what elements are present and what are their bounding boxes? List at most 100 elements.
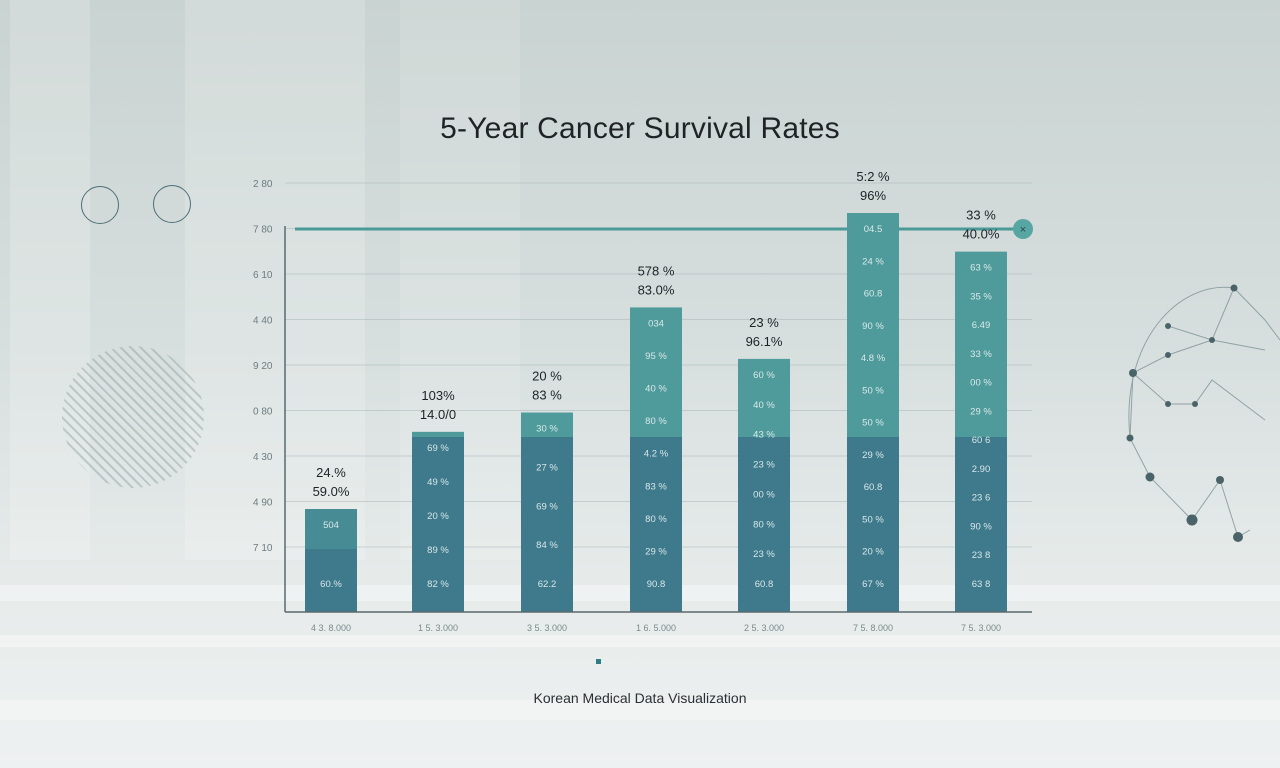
bar-upper-segment: [738, 358, 790, 437]
bar-segment-label: 4.8 %: [861, 353, 886, 364]
y-tick-label: 0 80: [253, 407, 273, 418]
bar-top-label: 83 %: [532, 388, 562, 403]
bar-segment-label: 60.%: [320, 579, 342, 590]
bar-lower-segment: [412, 437, 464, 612]
close-icon: ×: [1020, 224, 1026, 236]
bar-lower-segment: [847, 437, 899, 612]
bar-segment-label: 00 %: [970, 378, 992, 389]
bar-segment-label: 23 8: [972, 550, 991, 561]
bar-segment-label: 23 6: [972, 493, 991, 504]
legend: [592, 659, 605, 664]
bar-segment-label: 63 %: [970, 263, 992, 274]
bar-upper-segment: [955, 251, 1007, 437]
bar-top-label: 20 %: [532, 369, 562, 384]
bar-segment-label: 034: [648, 318, 664, 329]
x-tick-label: 2 5. 3.000: [744, 623, 784, 633]
bar-top-label: 5:2 %: [856, 169, 890, 184]
x-tick-label: 7 5. 3.000: [961, 623, 1001, 633]
bar-top-tint: [305, 509, 357, 550]
bar-labels: 24.% 59.0% 504 60.% 103% 14.0/0 69 % 49 % 20 % 89…: [313, 169, 1000, 590]
bar-top-label: 40.0%: [963, 227, 1000, 242]
bar-segment-label: 69 %: [536, 501, 558, 512]
bar-top-label: 59.0%: [313, 484, 350, 499]
y-tick-label: 4 40: [253, 316, 273, 327]
bar-top-label: 96.1%: [746, 334, 783, 349]
bar-segment-label: 49 %: [427, 477, 449, 488]
chart-axes: [284, 226, 1032, 613]
bar-segment-label: 33 %: [970, 349, 992, 360]
bar-segment-label: 04.5: [864, 224, 883, 235]
bar-segment-label: 20 %: [862, 547, 884, 558]
bar-segment-label: 83 %: [645, 481, 667, 492]
bar-top-label: 14.0/0: [420, 407, 456, 422]
bar-segment-label: 69 %: [427, 443, 449, 454]
bar-top-label: 24.%: [316, 465, 346, 480]
bar-top-label: 33 %: [966, 208, 996, 223]
bar-top-label: 23 %: [749, 315, 779, 330]
bar-segment-label: 23 %: [753, 460, 775, 471]
bar-segment-label: 504: [323, 520, 339, 531]
bar-segment-label: 40 %: [645, 384, 667, 395]
y-tick-label: 4 90: [253, 498, 273, 509]
bar-top-label: 578 %: [638, 263, 675, 278]
bar-top-label: 83.0%: [638, 282, 675, 297]
decorative-circle-icon: [153, 185, 191, 223]
y-tick-label: 2 80: [253, 179, 273, 190]
bar-segment-label: 43 %: [753, 430, 775, 441]
reference-line-end-marker: [1013, 219, 1033, 239]
bar-segment-label: 00 %: [753, 489, 775, 500]
x-tick-label: 1 5. 3.000: [418, 623, 458, 633]
bar-segment-label: 60.8: [864, 289, 883, 300]
bar-segment-label: 90 %: [862, 321, 884, 332]
y-tick-label: 6 10: [253, 270, 273, 281]
bar-segment-label: 89 %: [427, 545, 449, 556]
bar-segment-label: 90 %: [970, 521, 992, 532]
bar-segment-label: 50 %: [862, 514, 884, 525]
bar-segment-label: 27 %: [536, 462, 558, 473]
bar-segment-label: 80 %: [645, 514, 667, 525]
bar-upper-segment: [521, 412, 573, 437]
bar-segment-label: 84 %: [536, 540, 558, 551]
bar-segment-label: 29 %: [862, 450, 884, 461]
bar-segment-label: 90.8: [647, 579, 666, 590]
bar-segment-label: 63 8: [972, 579, 991, 590]
bar-top-label: 96%: [860, 188, 886, 203]
chart-title: 5-Year Cancer Survival Rates: [440, 112, 840, 145]
y-tick-label: 9 20: [253, 361, 273, 372]
bar-segment-label: 67 %: [862, 579, 884, 590]
x-tick-label: 3 5. 3.000: [527, 623, 567, 633]
bar-segment-label: 2.90: [972, 464, 991, 475]
bar-lower-segment: [738, 437, 790, 612]
bar-segment-label: 95 %: [645, 351, 667, 362]
bar-segment-label: 29 %: [645, 546, 667, 557]
chart-subtitle: Korean Medical Data Visualization: [533, 690, 747, 706]
bar-segment-label: 20 %: [427, 511, 449, 522]
y-axis-tick-labels: 2 80 7 80 6 10 4 40 9 20 0 80 4 30 4 90 7 10: [253, 179, 273, 554]
bar-segment-label: 4.2 %: [644, 449, 669, 460]
bar-segment-label: 50 %: [862, 385, 884, 396]
bar-segment-label: 60 %: [753, 370, 775, 381]
bar-segment-label: 60.8: [755, 579, 774, 590]
bar-segment-label: 62.2: [538, 579, 557, 590]
y-tick-label: 7 10: [253, 543, 273, 554]
y-tick-label: 7 80: [253, 225, 273, 236]
x-tick-label: 1 6. 5.000: [636, 623, 676, 633]
bar-segment-label: 30 %: [536, 424, 558, 435]
bar-upper-segment: [630, 307, 682, 437]
decorative-circle-icon: [81, 186, 119, 224]
bar-segment-label: 29 %: [970, 406, 992, 417]
bar-lower-segment: [630, 437, 682, 612]
legend-swatch: [596, 659, 601, 664]
bar-segment-label: 60.8: [864, 482, 883, 493]
x-tick-label: 7 5. 8.000: [853, 623, 893, 633]
bar-segment-label: 80 %: [645, 416, 667, 427]
x-axis-tick-labels: 4 3. 8.000 1 5. 3.000 3 5. 3.000 1 6. 5.000…: [311, 623, 1001, 633]
bar-top-label: 103%: [421, 388, 455, 403]
bar-lower-segment: [955, 437, 1007, 612]
x-tick-label: 4 3. 8.000: [311, 623, 351, 633]
bar-series: [305, 213, 1007, 612]
bar-segment-label: 6.49: [972, 320, 991, 331]
bar-segment-label: 35 %: [970, 291, 992, 302]
reference-line: ×: [295, 219, 1033, 239]
